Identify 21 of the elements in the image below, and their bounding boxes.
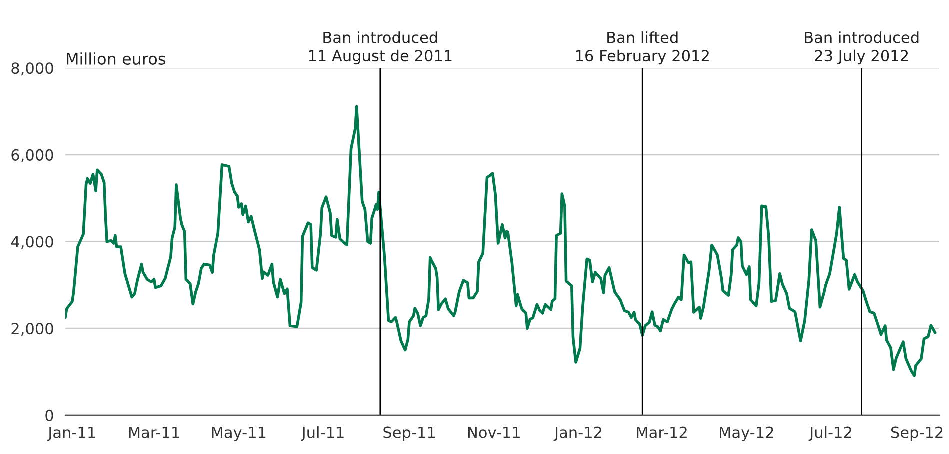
- y-tick-label: 0: [46, 410, 54, 422]
- x-tick-label: Jul-11: [301, 426, 344, 442]
- ref-line-label: Ban lifted 16 February 2012: [576, 32, 709, 65]
- line-series: [65, 105, 937, 378]
- y-tick-label: 8,000: [12, 62, 54, 76]
- x-tick-label: Jan-12: [554, 426, 602, 442]
- x-tick-label: Mar-11: [129, 426, 180, 438]
- y-tick-label: 6,000: [12, 149, 54, 163]
- x-tick-label: Jul-12: [808, 426, 852, 442]
- x-tick-label: Mar-12: [637, 426, 687, 438]
- y-axis-title: Million euros: [67, 52, 166, 66]
- y-tick-label: 4,000: [11, 236, 54, 250]
- x-tick-label: May-11: [212, 426, 266, 442]
- ref-line-label: Ban introduced 11 August de 2011: [309, 32, 452, 65]
- x-tick-label: Nov-11: [468, 426, 520, 438]
- x-tick-label: Sep-11: [384, 426, 436, 442]
- ref-line-label: Ban introduced 23 July 2012: [805, 32, 919, 65]
- x-tick-label: Sep-12: [891, 426, 943, 442]
- y-tick-label: 2,000: [12, 323, 54, 336]
- x-tick-label: May-12: [720, 426, 774, 442]
- x-tick-label: Jan-11: [47, 426, 96, 442]
